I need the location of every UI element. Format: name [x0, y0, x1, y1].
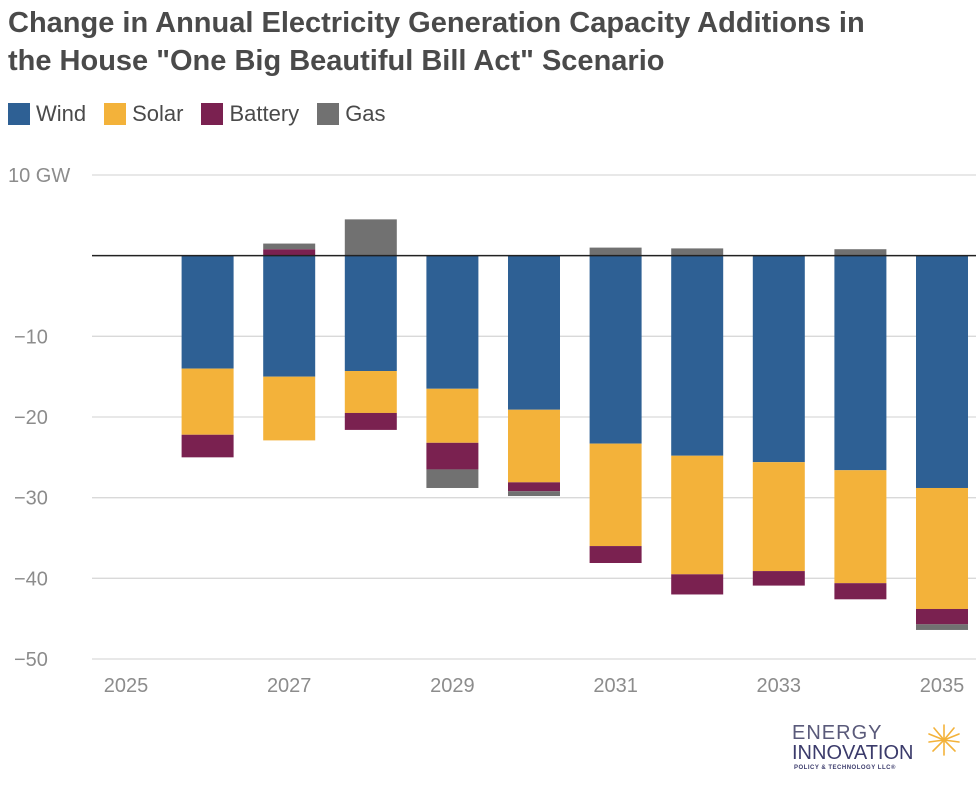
y-tick-label: −20 [14, 407, 48, 429]
x-tick-label: 2029 [430, 675, 475, 697]
bar-wind-2026 [181, 255, 234, 369]
x-tick-label: 2033 [757, 675, 802, 697]
bar-gas-2030 [508, 491, 560, 497]
bar-solar-2028 [344, 371, 397, 413]
bar-solar-2034 [834, 470, 887, 584]
legend-swatch-solar [104, 103, 127, 125]
energy-innovation-logo: ENERGY INNOVATION POLICY & TECHNOLOGY LL… [786, 722, 976, 778]
sunburst-icon [928, 724, 960, 756]
bar-wind-2034 [834, 255, 887, 471]
chart-legend: Wind Solar Battery Gas [8, 100, 404, 128]
y-tick-label: 10 GW [8, 165, 70, 187]
bar-wind-2031 [589, 255, 642, 444]
bar-solar-2031 [589, 443, 642, 547]
legend-label-battery: Battery [229, 101, 300, 126]
legend-label-gas: Gas [345, 101, 386, 126]
bar-wind-2032 [671, 255, 724, 456]
legend-item-battery: Battery [201, 101, 299, 127]
bar-solar-2035 [916, 487, 968, 609]
bar-wind-2029 [426, 255, 479, 389]
bar-gas-2027 [263, 243, 316, 250]
legend-item-solar: Solar [104, 101, 183, 127]
bar-solar-2030 [508, 409, 560, 483]
bar-battery-2028 [344, 412, 397, 430]
y-tick-label: −30 [14, 488, 48, 510]
bars [181, 219, 968, 630]
bar-wind-2035 [916, 255, 968, 488]
bar-wind-2027 [263, 255, 316, 377]
chart-title-line-1: Change in Annual Electricity Generation … [8, 7, 865, 39]
legend-label-solar: Solar [132, 101, 184, 126]
y-tick-label: −10 [14, 326, 48, 348]
y-tick-label: −50 [14, 649, 48, 671]
x-tick-label: 2027 [267, 675, 312, 697]
bar-battery-2034 [834, 583, 887, 600]
bar-gas-2029 [426, 469, 479, 488]
x-tick-label: 2031 [593, 675, 638, 697]
bar-wind-2028 [344, 255, 397, 372]
bar-wind-2033 [752, 255, 805, 463]
bar-battery-2033 [752, 571, 805, 586]
bar-battery-2031 [589, 546, 642, 564]
bar-gas-2034 [834, 249, 887, 256]
x-tick-label: 2035 [920, 675, 965, 697]
bar-battery-2026 [181, 434, 234, 458]
bar-gas-2035 [916, 624, 968, 630]
chart-title-line-2: the House "One Big Beautiful Bill Act" S… [8, 45, 665, 77]
legend-swatch-battery [201, 103, 224, 125]
bar-solar-2029 [426, 388, 479, 443]
bar-battery-2032 [671, 574, 724, 595]
bar-gas-2031 [589, 247, 642, 256]
legend-item-wind: Wind [8, 101, 86, 127]
x-tick-label: 2025 [104, 675, 149, 697]
bar-solar-2033 [752, 462, 805, 572]
bar-battery-2029 [426, 442, 479, 470]
bar-solar-2027 [263, 376, 316, 441]
bar-battery-2030 [508, 482, 560, 492]
bar-solar-2032 [671, 455, 724, 575]
legend-swatch-wind [8, 103, 30, 125]
legend-swatch-gas [317, 103, 340, 125]
bar-battery-2035 [916, 608, 968, 625]
logo-line-innovation: INNOVATION [792, 742, 914, 764]
logo-line-policy: POLICY & TECHNOLOGY LLC® [794, 765, 896, 771]
legend-label-wind: Wind [36, 101, 87, 126]
legend-item-gas: Gas [317, 101, 386, 127]
logo-line-energy: ENERGY [792, 722, 883, 744]
bar-wind-2030 [508, 255, 560, 410]
chart-title: Change in Annual Electricity Generation … [8, 4, 978, 80]
bar-battery-2027 [263, 249, 316, 256]
y-tick-label: −40 [14, 568, 48, 590]
bar-solar-2026 [181, 368, 234, 435]
bar-gas-2028 [344, 219, 397, 256]
axis-tick-labels: 10 GW −10 −20 −30 −40 −50 2025 2027 2029 2031 2033… [8, 165, 964, 697]
bar-gas-2032 [671, 248, 724, 256]
